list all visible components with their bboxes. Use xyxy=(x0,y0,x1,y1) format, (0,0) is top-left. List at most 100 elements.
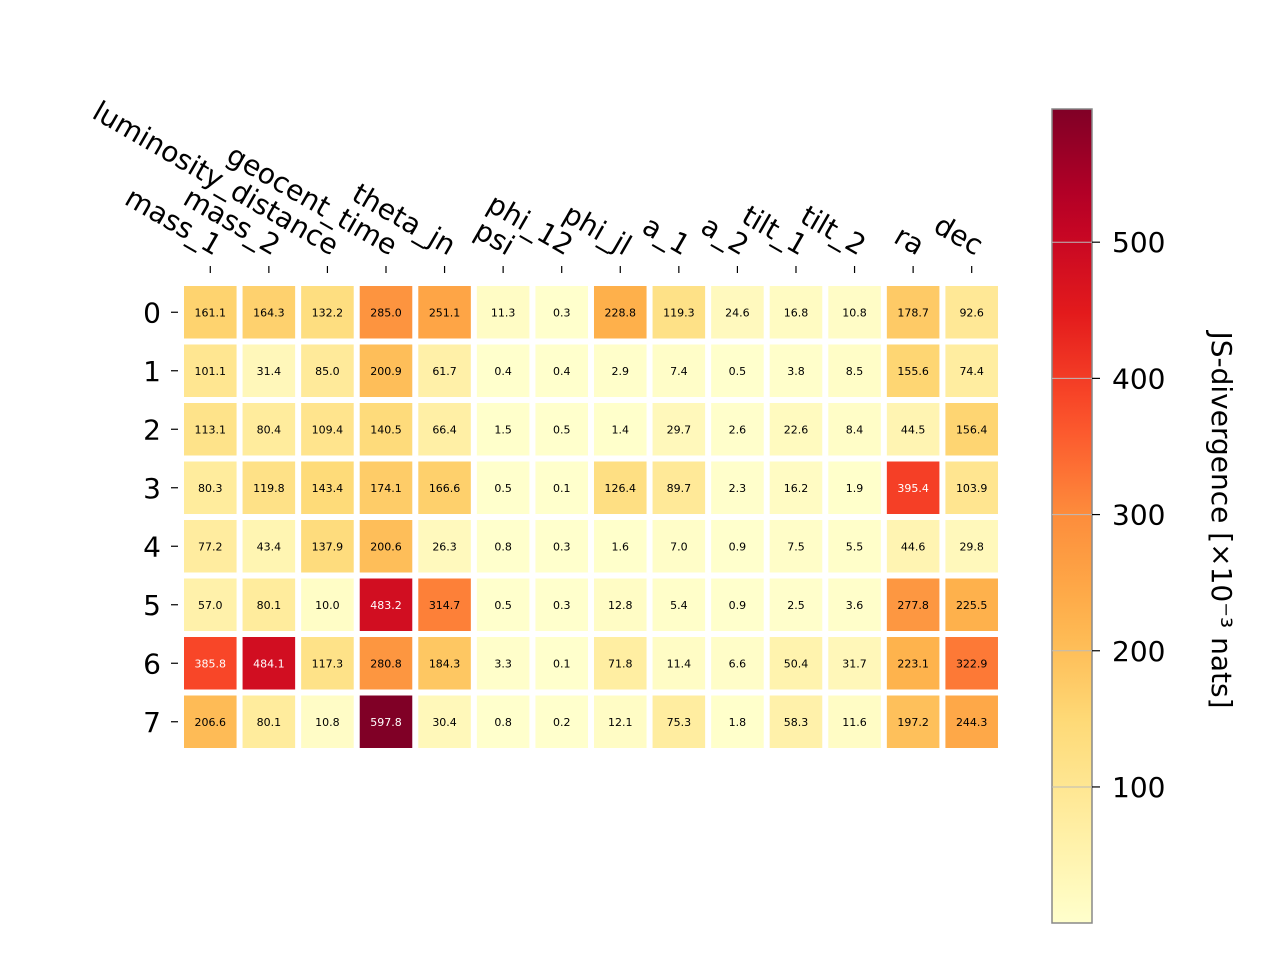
heatmap-cell xyxy=(886,286,940,339)
heatmap-cell xyxy=(242,637,296,690)
heatmap-cell xyxy=(476,520,530,573)
cell-value-label: 178.7 xyxy=(897,306,929,319)
cell-value-label: 109.4 xyxy=(312,423,344,436)
cell-value-label: 0.9 xyxy=(729,540,747,553)
heatmap-cell xyxy=(828,461,881,514)
cell-value-label: 3.8 xyxy=(787,365,805,378)
heatmap-cell xyxy=(593,695,647,748)
cell-value-label: 314.7 xyxy=(429,599,461,612)
cell-value-label: 119.3 xyxy=(663,306,695,319)
cell-value-label: 3.3 xyxy=(494,657,512,670)
heatmap-cell xyxy=(769,403,823,456)
heatmap-cell xyxy=(593,403,647,456)
cell-value-label: 10.8 xyxy=(315,716,340,729)
heatmap-cell xyxy=(242,344,296,397)
y-tick-label: 5 xyxy=(143,589,161,622)
heatmap-cell xyxy=(886,403,940,456)
heatmap-cell xyxy=(886,637,940,690)
heatmap-cell xyxy=(242,403,296,456)
colorbar-tick-label: 500 xyxy=(1112,226,1165,259)
cell-value-label: 3.6 xyxy=(846,599,864,612)
heatmap-cell xyxy=(242,461,296,514)
cell-value-label: 174.1 xyxy=(370,482,402,495)
cell-value-label: 103.9 xyxy=(956,482,988,495)
colorbar-tick-label: 200 xyxy=(1112,635,1165,668)
heatmap-cell xyxy=(242,286,296,339)
heatmap-cell xyxy=(418,637,471,690)
heatmap-cell xyxy=(593,286,647,339)
cell-value-label: 223.1 xyxy=(897,657,929,670)
heatmap-cell xyxy=(769,461,823,514)
cell-value-label: 29.7 xyxy=(667,423,692,436)
heatmap-cell xyxy=(535,695,588,748)
heatmap-cell xyxy=(184,461,237,514)
heatmap-cell xyxy=(184,520,237,573)
cell-value-label: 2.9 xyxy=(612,365,630,378)
colorbar-tick-label: 100 xyxy=(1112,771,1165,804)
heatmap-cell xyxy=(301,286,354,339)
cell-value-label: 244.3 xyxy=(956,716,988,729)
cell-value-label: 16.8 xyxy=(784,306,809,319)
cell-value-label: 280.8 xyxy=(370,657,402,670)
cell-value-label: 50.4 xyxy=(784,657,809,670)
cell-value-label: 30.4 xyxy=(432,716,457,729)
heatmap-cell xyxy=(301,578,354,631)
heatmap-cell xyxy=(476,403,530,456)
cell-value-label: 44.5 xyxy=(901,423,926,436)
heatmap-cell xyxy=(711,695,764,748)
cell-value-label: 200.9 xyxy=(370,365,402,378)
cell-value-label: 1.9 xyxy=(846,482,864,495)
heatmap-cell xyxy=(828,403,881,456)
heatmap-cell xyxy=(184,403,237,456)
heatmap-cell xyxy=(652,695,706,748)
cell-value-label: 0.4 xyxy=(553,365,571,378)
heatmap-cell xyxy=(652,578,706,631)
heatmap-cell xyxy=(184,286,237,339)
heatmap-cell xyxy=(945,578,998,631)
heatmap-cell xyxy=(945,461,998,514)
heatmap-cell xyxy=(242,520,296,573)
cell-value-label: 2.6 xyxy=(729,423,747,436)
cell-value-label: 80.1 xyxy=(257,716,282,729)
cell-value-label: 80.3 xyxy=(198,482,223,495)
heatmap-cell xyxy=(828,695,881,748)
cell-value-label: 26.3 xyxy=(432,540,457,553)
cell-value-label: 251.1 xyxy=(429,306,461,319)
heatmap-cell xyxy=(711,286,764,339)
cell-value-label: 484.1 xyxy=(253,657,285,670)
cell-value-label: 0.9 xyxy=(729,599,747,612)
heatmap-cell xyxy=(301,344,354,397)
cell-value-label: 206.6 xyxy=(195,716,227,729)
y-tick-label: 3 xyxy=(143,472,161,505)
heatmap-cell xyxy=(418,578,471,631)
cell-value-label: 1.5 xyxy=(494,423,512,436)
y-tick-label: 2 xyxy=(143,413,161,446)
colorbar-label: JS-divergence [×10⁻³ nats] xyxy=(1205,329,1238,708)
heatmap-cell xyxy=(476,695,530,748)
heatmap-cell xyxy=(418,520,471,573)
heatmap-cell xyxy=(359,578,413,631)
heatmap-cell xyxy=(359,695,413,748)
heatmap-cell xyxy=(769,286,823,339)
heatmap-cell xyxy=(945,637,998,690)
heatmap-cell xyxy=(535,637,588,690)
colorbar: 100 200 300 400 500 xyxy=(1051,108,1165,924)
cell-value-label: 92.6 xyxy=(959,306,984,319)
cell-value-label: 277.8 xyxy=(897,599,929,612)
heatmap-cell xyxy=(184,695,237,748)
cell-value-label: 200.6 xyxy=(370,540,402,553)
cell-value-label: 1.4 xyxy=(612,423,630,436)
cell-value-label: 156.4 xyxy=(956,423,988,436)
cell-value-label: 43.4 xyxy=(257,540,282,553)
cell-value-label: 44.6 xyxy=(901,540,926,553)
heatmap-cell xyxy=(652,403,706,456)
heatmap-cell xyxy=(593,637,647,690)
heatmap-cell xyxy=(769,695,823,748)
x-tick-label: phi_jl xyxy=(558,197,638,262)
cell-value-label: 597.8 xyxy=(370,716,402,729)
heatmap-cell xyxy=(184,578,237,631)
heatmap-cell xyxy=(418,344,471,397)
cell-value-label: 75.3 xyxy=(667,716,692,729)
heatmap-cell xyxy=(359,637,413,690)
